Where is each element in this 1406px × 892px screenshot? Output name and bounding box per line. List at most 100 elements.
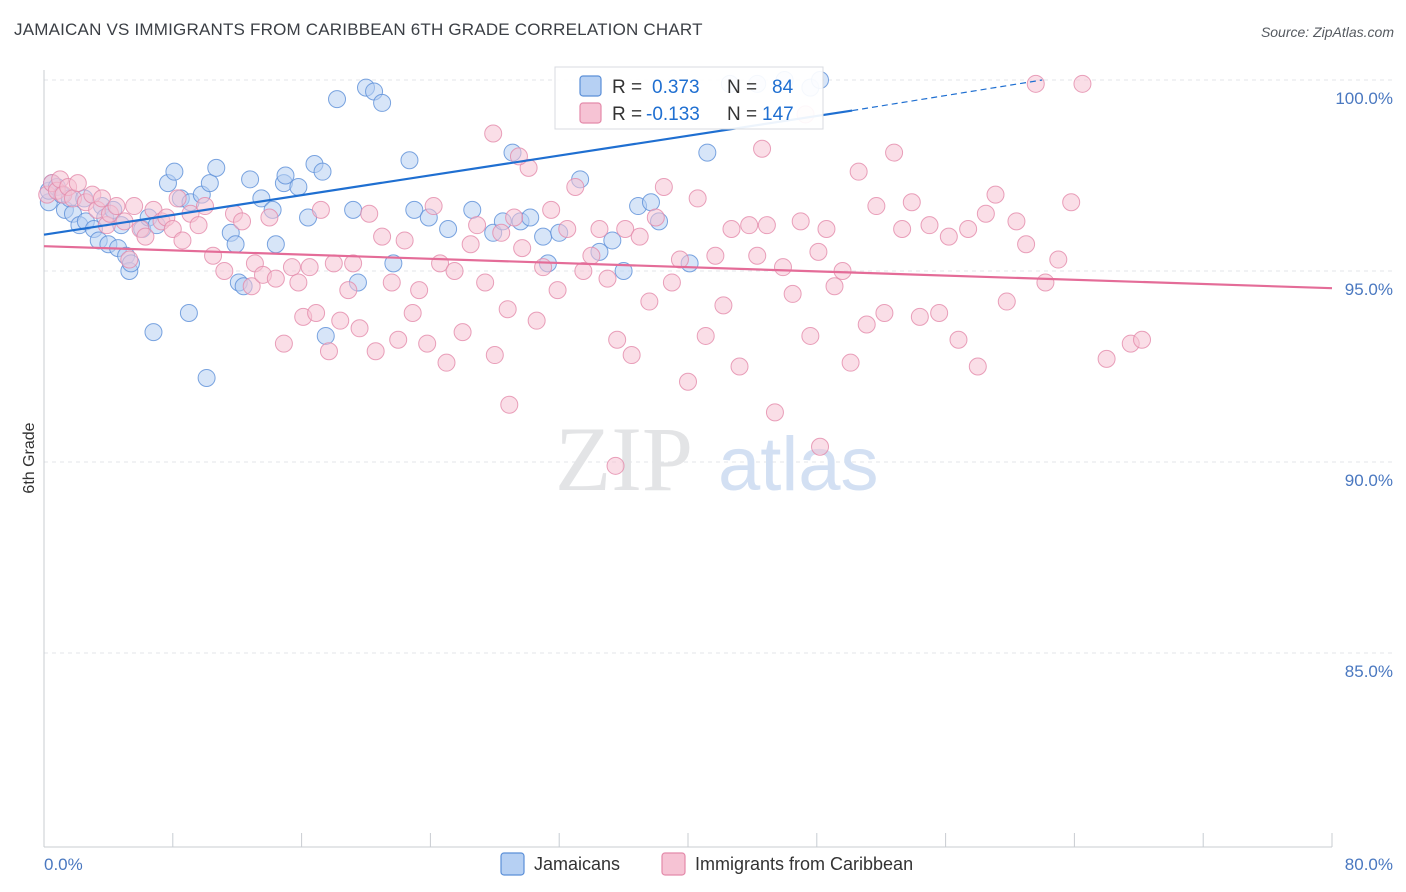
point-caribbean	[582, 246, 601, 265]
point-caribbean	[437, 353, 456, 372]
point-caribbean	[476, 273, 495, 292]
point-caribbean	[410, 281, 429, 300]
point-jamaicans	[463, 200, 482, 219]
point-jamaicans	[197, 368, 216, 387]
point-jamaicans	[603, 231, 622, 250]
trend-line-jamaicans	[43, 109, 853, 236]
point-caribbean	[1026, 74, 1045, 93]
point-caribbean	[1036, 273, 1055, 292]
point-caribbean	[558, 219, 577, 238]
point-caribbean	[120, 250, 139, 269]
point-caribbean	[696, 326, 715, 345]
point-caribbean	[1133, 330, 1152, 349]
point-caribbean	[679, 372, 697, 391]
watermark-zip: ZIP	[555, 408, 693, 510]
point-caribbean	[670, 250, 689, 269]
point-caribbean	[107, 197, 126, 216]
chart-title: JAMAICAN VS IMMIGRANTS FROM CARIBBEAN 6T…	[14, 20, 703, 39]
legend-swatch-jamaicans	[500, 852, 525, 876]
x-axis-ticks	[43, 833, 1333, 847]
point-caribbean	[616, 219, 635, 238]
point-caribbean	[1097, 349, 1116, 368]
point-caribbean	[505, 208, 524, 227]
point-caribbean	[714, 296, 733, 315]
point-caribbean	[773, 258, 792, 277]
point-jamaicans	[241, 170, 260, 189]
point-caribbean	[492, 223, 511, 242]
point-caribbean	[841, 353, 860, 372]
point-jamaicans	[521, 208, 540, 227]
point-caribbean	[331, 311, 350, 330]
y-tick-label: 100.0%	[1335, 89, 1393, 108]
legend-swatch-caribbean	[661, 852, 686, 876]
point-jamaicans	[226, 235, 245, 254]
point-caribbean	[566, 177, 585, 196]
point-caribbean	[324, 254, 343, 273]
stats-r-value-jamaicans: 0.373	[652, 77, 700, 98]
point-caribbean	[920, 216, 939, 235]
point-caribbean	[939, 227, 958, 246]
point-jamaicans	[641, 193, 660, 212]
point-caribbean	[753, 139, 772, 158]
point-caribbean	[173, 231, 192, 250]
point-caribbean	[453, 323, 472, 342]
point-caribbean	[646, 208, 665, 227]
point-caribbean	[1049, 250, 1068, 269]
point-jamaicans	[384, 254, 403, 273]
point-caribbean	[875, 304, 894, 323]
watermark-atlas: atlas	[718, 422, 879, 507]
stats-swatch-caribbean	[579, 102, 602, 124]
point-caribbean	[311, 200, 330, 219]
point-jamaicans	[439, 219, 458, 238]
point-caribbean	[282, 258, 301, 277]
point-caribbean	[801, 326, 820, 345]
point-caribbean	[757, 216, 776, 235]
point-jamaicans	[144, 323, 163, 342]
point-caribbean	[168, 189, 187, 208]
point-caribbean	[622, 346, 641, 365]
trend-lines	[43, 79, 1333, 290]
point-jamaicans	[266, 235, 285, 254]
y-tick-labels: 85.0% 90.0% 95.0% 100.0%	[1335, 89, 1393, 681]
point-caribbean	[783, 284, 802, 303]
point-caribbean	[196, 197, 214, 216]
point-caribbean	[748, 246, 767, 265]
point-caribbean	[542, 200, 561, 219]
stats-n-label-jamaicans: N =	[727, 77, 757, 98]
point-caribbean	[688, 189, 707, 208]
stats-r-label-jamaicans: R =	[612, 77, 642, 98]
point-caribbean	[809, 242, 828, 261]
point-caribbean	[574, 262, 593, 280]
point-caribbean	[640, 292, 659, 311]
point-jamaicans	[200, 174, 219, 193]
point-caribbean	[395, 231, 414, 250]
point-caribbean	[722, 219, 741, 238]
point-caribbean	[630, 227, 649, 246]
y-axis-title: 6th Grade	[21, 422, 38, 493]
point-caribbean	[997, 292, 1016, 311]
point-caribbean	[500, 395, 519, 414]
point-caribbean	[606, 456, 625, 475]
y-tick-label: 90.0%	[1345, 471, 1393, 490]
grid-lines	[44, 79, 1392, 654]
point-caribbean	[949, 330, 968, 349]
point-caribbean	[654, 177, 673, 196]
point-caribbean	[289, 273, 308, 292]
point-jamaicans	[405, 200, 424, 219]
point-jamaicans	[179, 304, 198, 323]
point-caribbean	[485, 346, 504, 365]
point-caribbean	[849, 162, 868, 181]
point-caribbean	[1017, 235, 1036, 254]
trend-line-caribbean	[43, 245, 1333, 290]
point-caribbean	[498, 300, 517, 319]
point-caribbean	[740, 216, 759, 235]
point-caribbean	[350, 319, 369, 338]
point-caribbean	[307, 304, 326, 323]
point-caribbean	[68, 174, 87, 193]
point-caribbean	[92, 189, 111, 208]
y-tick-label: 95.0%	[1345, 280, 1393, 299]
stats-legend: R = 0.373 N = 84 R = -0.133 N = 147	[554, 66, 824, 130]
point-caribbean	[817, 219, 836, 238]
point-caribbean	[857, 315, 876, 334]
point-caribbean	[382, 273, 401, 292]
